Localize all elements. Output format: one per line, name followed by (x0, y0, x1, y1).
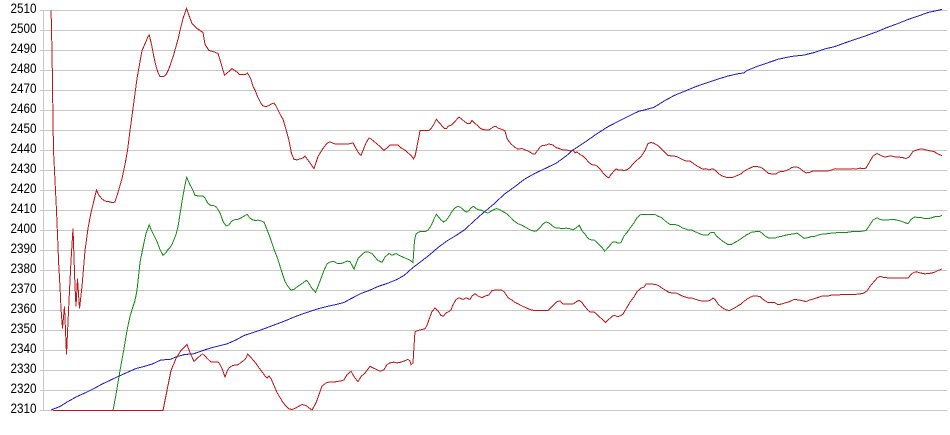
svg-text:2420: 2420 (11, 181, 37, 196)
svg-text:2430: 2430 (11, 161, 37, 176)
svg-text:2330: 2330 (11, 361, 37, 376)
svg-text:2390: 2390 (11, 241, 37, 256)
svg-text:2440: 2440 (11, 141, 37, 156)
svg-text:2480: 2480 (11, 61, 37, 76)
svg-text:2350: 2350 (11, 321, 37, 336)
svg-text:2400: 2400 (11, 221, 37, 236)
svg-text:2510: 2510 (11, 1, 37, 16)
svg-text:2460: 2460 (11, 101, 37, 116)
svg-text:2470: 2470 (11, 81, 37, 96)
svg-text:2380: 2380 (11, 261, 37, 276)
svg-text:2320: 2320 (11, 381, 37, 396)
svg-text:2500: 2500 (11, 21, 37, 36)
svg-text:2340: 2340 (11, 341, 37, 356)
svg-text:2310: 2310 (11, 401, 37, 416)
svg-text:2360: 2360 (11, 301, 37, 316)
svg-text:2370: 2370 (11, 281, 37, 296)
svg-text:2490: 2490 (11, 41, 37, 56)
svg-text:2410: 2410 (11, 201, 37, 216)
svg-text:2450: 2450 (11, 121, 37, 136)
